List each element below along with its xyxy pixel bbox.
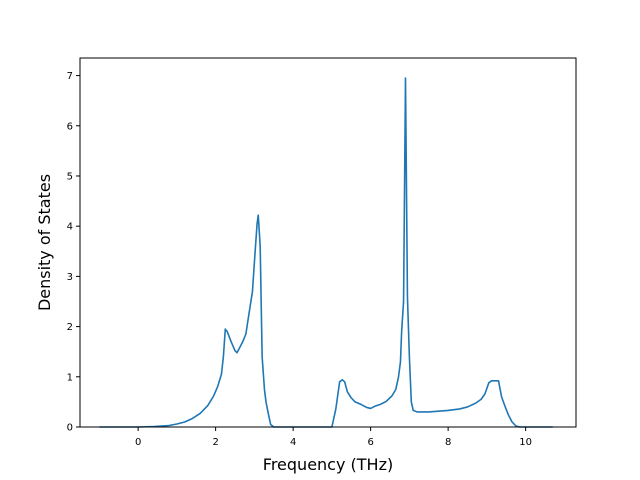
- y-tick-label: 4: [67, 222, 73, 233]
- axes-frame: [79, 57, 577, 428]
- y-tick-label: 7: [67, 71, 73, 82]
- series-line: [99, 77, 553, 428]
- y-axis-label: Density of States: [35, 174, 54, 311]
- plot-area: [99, 77, 553, 428]
- x-tick-label: 6: [367, 437, 373, 448]
- y-tick-label: 2: [67, 322, 73, 333]
- y-tick-label: 5: [67, 171, 73, 182]
- y-tick-label: 3: [67, 272, 73, 283]
- y-axis-ticks: 0 1 2 3 4 5 6 7: [67, 71, 80, 434]
- x-tick-label: 4: [290, 437, 296, 448]
- x-axis-label: Frequency (THz): [263, 455, 393, 474]
- x-tick-label: 2: [212, 437, 218, 448]
- y-tick-label: 6: [67, 121, 73, 132]
- x-tick-label: 0: [135, 437, 141, 448]
- y-tick-label: 1: [67, 372, 73, 383]
- x-tick-label: 10: [519, 437, 532, 448]
- x-axis-ticks: 0 2 4 6 8 10: [135, 427, 532, 448]
- y-tick-label: 0: [67, 423, 73, 434]
- x-tick-label: 8: [445, 437, 451, 448]
